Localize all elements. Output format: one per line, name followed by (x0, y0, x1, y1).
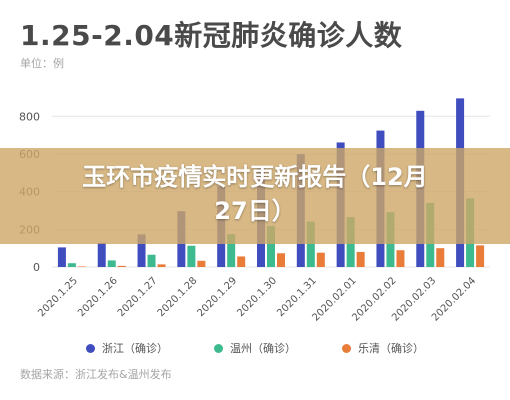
x-tick-label: 2020.1.30 (235, 275, 279, 319)
bar (77, 266, 86, 267)
bar (436, 248, 445, 267)
bar (147, 254, 156, 267)
bar (157, 264, 166, 267)
data-source: 数据来源：浙江发布&温州发布 (20, 368, 172, 381)
bar (396, 250, 405, 267)
y-tick-label: 800 (19, 110, 40, 123)
legend-item-wenzhou: 温州（确诊） (214, 340, 296, 356)
legend-dot-icon (342, 343, 351, 353)
bar (67, 263, 76, 267)
bar (57, 247, 66, 267)
bar (237, 256, 246, 267)
bar (476, 245, 485, 267)
legend-label: 温州（确诊） (230, 342, 296, 355)
legend-label: 浙江（确诊） (102, 342, 168, 355)
overlay-banner-line-1: 玉环市疫情实时更新报告（12月 (82, 163, 428, 191)
x-tick-label: 2020.1.29 (196, 275, 240, 319)
x-tick-label: 2020.1.28 (156, 275, 200, 319)
bar (356, 251, 365, 267)
bar (227, 234, 236, 267)
overlay-banner-text: 玉环市疫情实时更新报告（12月 27日） (0, 160, 510, 228)
x-tick-label: 2020.1.26 (76, 275, 120, 319)
bar (107, 260, 116, 267)
x-tick-label: 2020.1.31 (275, 275, 319, 319)
x-tick-label: 2020.1.25 (36, 275, 80, 319)
chart-title: 1.25-2.04新冠肺炎确诊人数 (20, 19, 403, 52)
x-tick-label: 2020.1.27 (116, 275, 160, 319)
legend: 浙江（确诊） 温州（确诊） 乐清（确诊） (0, 340, 510, 356)
bar (197, 260, 206, 267)
legend-dot-icon (86, 343, 95, 353)
bar (267, 225, 275, 267)
bar (316, 252, 325, 267)
bar (277, 253, 285, 267)
bar (137, 234, 146, 267)
legend-dot-icon (214, 343, 223, 353)
overlay-banner (0, 148, 510, 244)
bar (97, 242, 106, 267)
x-axis-ticks: 2020.1.252020.1.262020.1.272020.1.282020… (36, 275, 478, 323)
bar (117, 265, 126, 267)
legend-label: 乐清（确诊） (358, 342, 424, 355)
legend-item-zhejiang: 浙江（确诊） (86, 340, 168, 356)
unit-label: 单位：例 (20, 57, 64, 70)
bar (306, 221, 315, 267)
y-tick-label: 0 (33, 261, 40, 274)
bar (187, 245, 196, 267)
overlay-banner-line-2: 27日） (214, 197, 296, 225)
legend-item-yueqing: 乐清（确诊） (342, 340, 424, 356)
